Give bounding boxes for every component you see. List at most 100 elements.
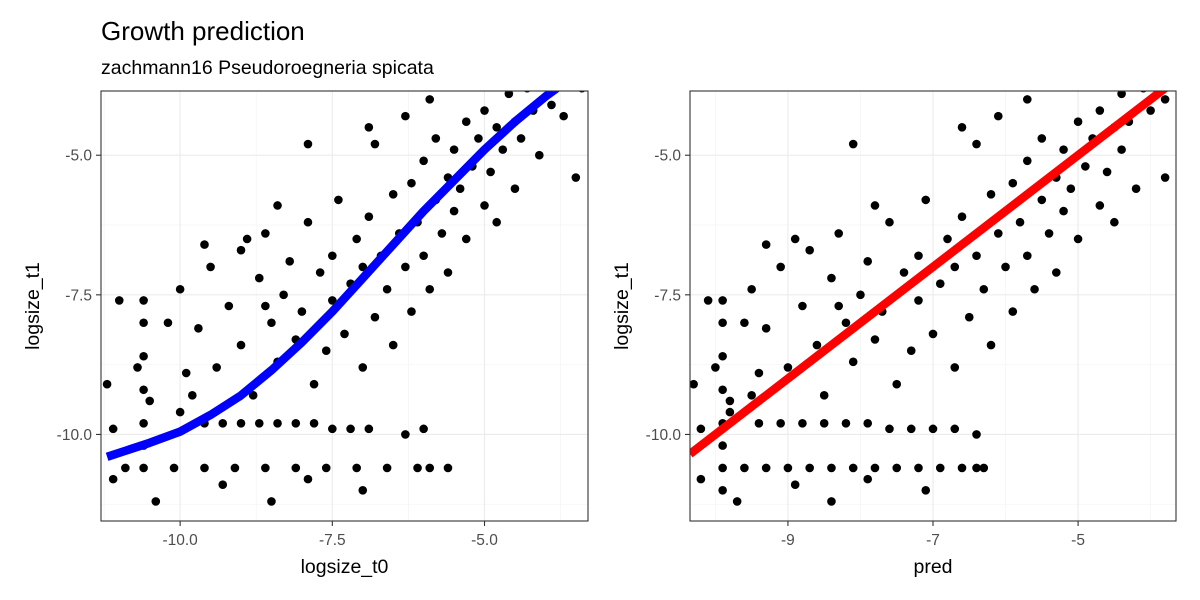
data-point [261,463,270,473]
data-point [964,312,974,322]
data-point [455,184,465,194]
data-point [1066,184,1076,194]
data-point [346,424,355,434]
chart-title: Growth prediction [101,16,305,46]
data-point [358,485,368,495]
data-point [921,485,931,495]
panel-background [101,91,588,521]
data-point [285,257,295,266]
data-point [906,424,916,434]
data-point [480,201,489,210]
data-point [547,100,556,110]
data-point [790,234,800,244]
data-point [848,463,858,473]
data-point [1073,234,1083,244]
data-point [388,340,398,350]
data-point [303,139,313,149]
y-tick-label: -5.0 [654,148,681,165]
data-point [565,56,574,65]
data-point [529,67,538,76]
data-point [340,329,349,339]
data-point [401,262,410,272]
data-point [761,324,771,333]
data-point [834,229,844,238]
data-point [492,122,501,132]
data-point [437,229,447,238]
data-point [856,290,865,300]
data-point [986,190,996,199]
data-point [194,324,203,333]
data-point [175,407,185,417]
x-axis-title: pred [913,556,952,578]
data-point [218,418,228,428]
data-point [986,340,996,350]
x-tick-label: -10.0 [162,532,198,549]
data-point [1095,106,1105,115]
data-point [935,279,945,288]
data-point [358,363,368,372]
data-point [181,368,191,378]
fit-line [105,91,561,461]
data-point [1102,167,1112,177]
data-point [740,318,749,328]
data-point [291,463,301,473]
data-point [267,318,276,328]
data-point [267,497,276,506]
data-point [1059,206,1068,216]
data-point [498,145,508,154]
data-point [236,418,246,428]
data-point [1146,56,1155,65]
data-point [783,463,793,473]
data-point [1103,67,1112,76]
data-point [703,296,713,305]
data-point [696,474,706,484]
panel-left: -10.0 -7.5 -5.0 -10.0 -7.5 -5.0 logsize_t0 logs… [22,56,589,578]
data-point [979,284,989,294]
x-axis-title: logsize_t0 [301,556,389,578]
data-point [899,268,909,277]
data-point [928,329,938,339]
data-point [863,418,873,428]
data-point [972,251,981,261]
data-point [315,268,325,277]
data-point [747,391,756,400]
data-point [1059,145,1068,154]
data-point [139,318,148,328]
data-point [425,284,435,294]
data-point [1037,195,1047,205]
data-point [906,346,916,355]
data-point [486,167,495,177]
data-point [718,351,727,361]
data-point [711,363,720,372]
data-point [151,497,161,506]
data-point [236,340,246,350]
data-point [1131,184,1141,194]
data-point [993,229,1003,238]
data-point [461,234,471,244]
data-point [572,62,581,71]
data-point [553,67,562,76]
data-point [1160,95,1170,104]
data-point [979,463,989,473]
data-point [718,463,727,473]
data-point [364,424,374,434]
data-point [798,301,807,311]
panel-border [100,90,589,522]
data-point [200,240,209,249]
data-point [892,463,902,473]
data-point [935,463,945,473]
data-point [972,139,981,149]
data-point [725,407,735,417]
data-point [273,418,282,428]
data-point [443,268,453,277]
data-point [805,463,814,473]
data-point [761,463,771,473]
data-point [102,379,112,389]
data-point [718,296,727,305]
data-point [841,418,851,428]
data-point [827,497,836,506]
data-point [747,284,756,294]
data-point [431,134,441,143]
